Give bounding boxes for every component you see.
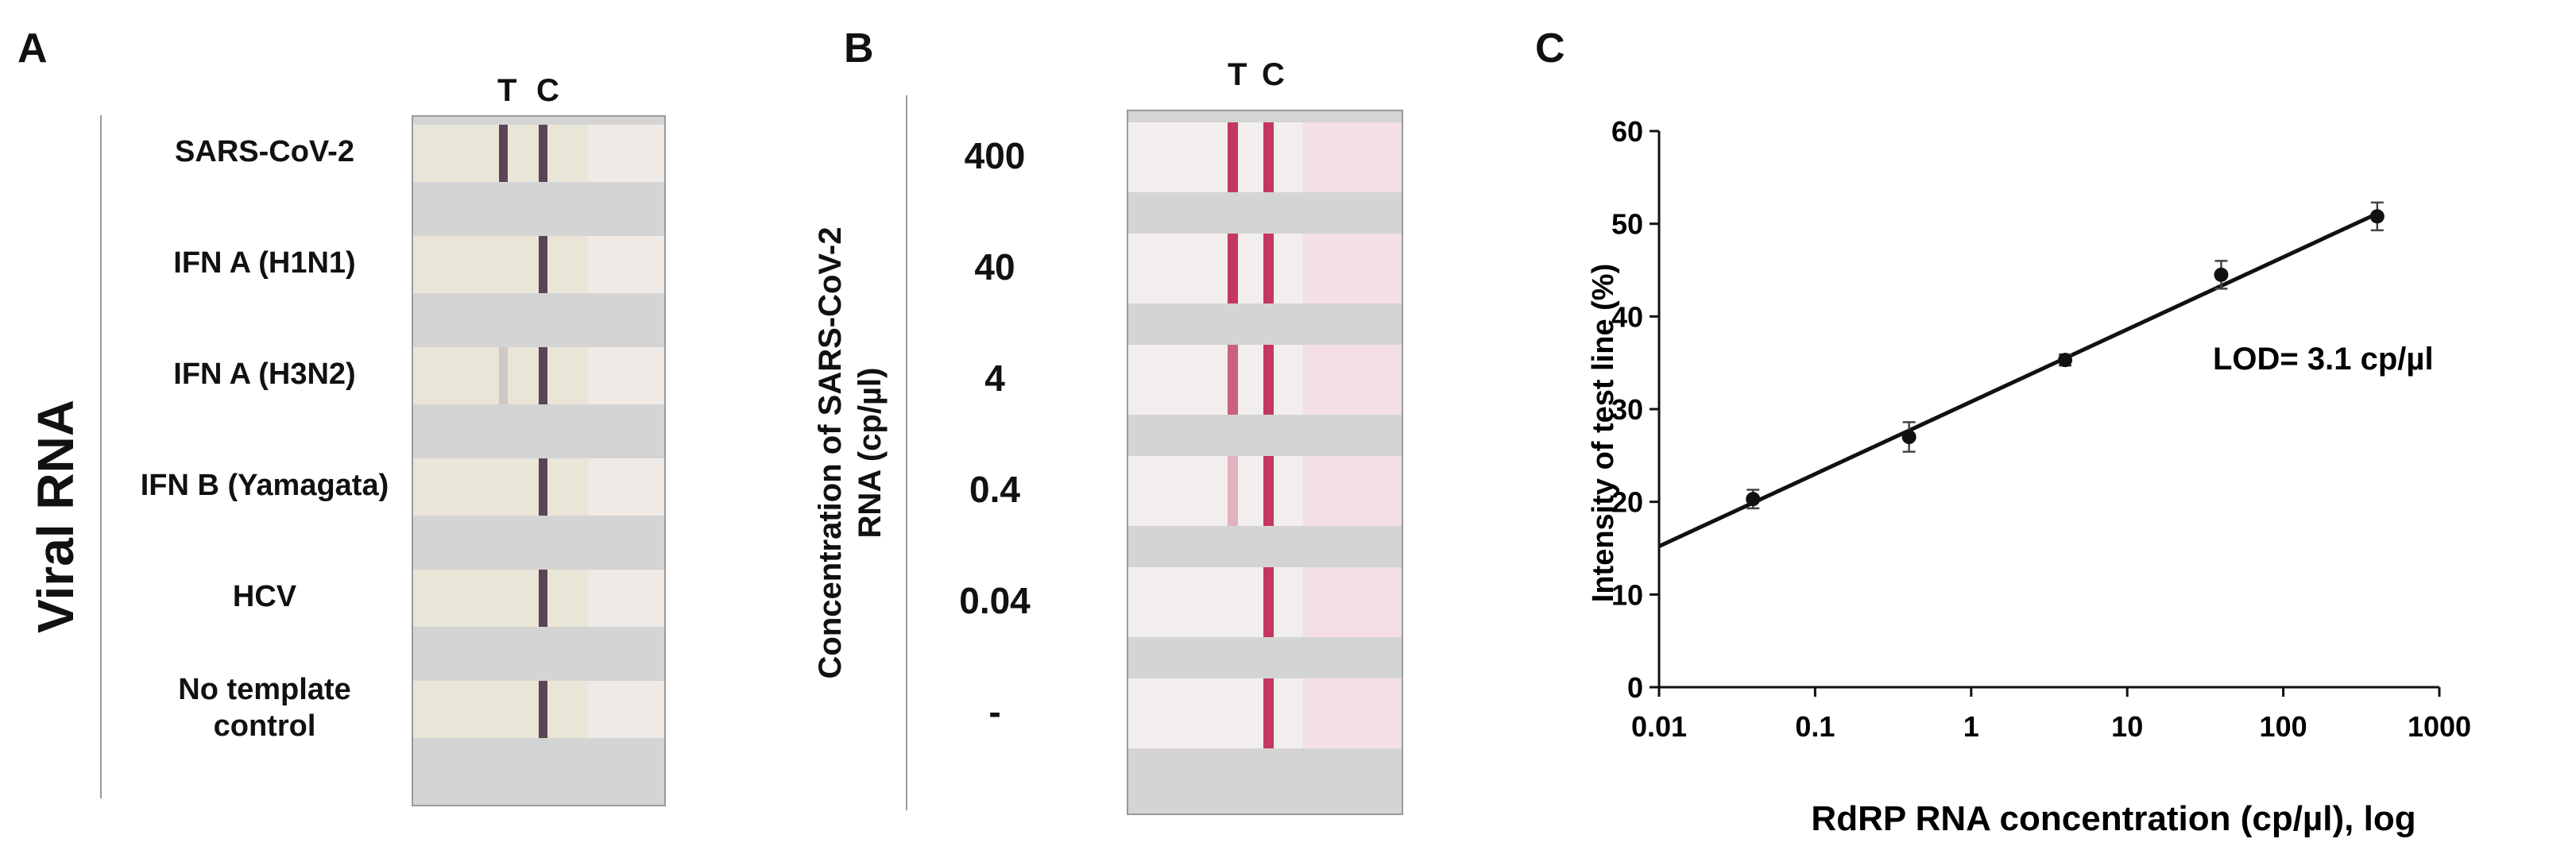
- concentration-axis-label: Concentration of SARS-CoV-2 RNA (cp/µl): [810, 227, 890, 679]
- x-tick-label: 100: [2260, 710, 2307, 743]
- x-tick-label: 1000: [2408, 710, 2471, 743]
- lod-calibration-chart: Intensity of test line (%) RdRP RNA conc…: [1587, 115, 2471, 838]
- panel-b-header-c: C: [1262, 57, 1285, 92]
- panel-b-header-t: T: [1228, 57, 1247, 92]
- sample-pad: [1303, 456, 1402, 526]
- test-strip: [413, 570, 664, 627]
- sample-pad: [588, 347, 664, 404]
- test-strip: [1128, 234, 1402, 303]
- concentration-label-line1: Concentration of SARS-CoV-2: [813, 226, 848, 679]
- fit-line: [1657, 211, 2378, 548]
- test-line: [499, 125, 508, 182]
- sample-pad: [1303, 567, 1402, 637]
- y-tick-label: 10: [1611, 578, 1643, 611]
- panel-b-test-strips: [1127, 110, 1403, 815]
- concentration-label-line2: RNA (cp/µl): [853, 367, 888, 539]
- panel-a-divider: [100, 115, 102, 798]
- data-point: [2214, 267, 2229, 282]
- test-strip: [413, 681, 664, 738]
- y-axis-label: Intensity of test line (%): [1587, 264, 1620, 602]
- sample-pad: [588, 125, 664, 182]
- lane-label: IFN B (Yamagata): [140, 469, 389, 502]
- x-tick-label: 10: [2111, 710, 2143, 743]
- lane-label: 0.04: [959, 580, 1031, 621]
- panel-a-test-strips: [412, 115, 666, 806]
- test-strip: [413, 458, 664, 516]
- viral-rna-label: Viral RNA: [27, 399, 84, 634]
- test-strip: [413, 125, 664, 182]
- sample-pad: [1303, 678, 1402, 748]
- test-line: [1228, 122, 1238, 192]
- x-tick-label: 1: [1963, 710, 1979, 743]
- test-strip: [1128, 678, 1402, 748]
- panel-a-letter: A: [17, 25, 48, 72]
- sample-pad: [588, 236, 664, 293]
- control-line: [1263, 678, 1274, 748]
- sample-pad: [1303, 234, 1402, 303]
- test-strip: [413, 236, 664, 293]
- lane-label: IFN A (H1N1): [173, 246, 356, 280]
- control-line: [539, 681, 547, 738]
- test-line: [499, 347, 508, 404]
- y-tick-label: 40: [1611, 300, 1643, 333]
- lane-label: 0.4: [969, 469, 1020, 510]
- fit-line-group: [1657, 211, 2378, 548]
- y-tick-label: 60: [1611, 115, 1643, 148]
- lane-label: 4: [984, 358, 1005, 399]
- control-line: [539, 570, 547, 627]
- panel-c-letter: C: [1535, 25, 1565, 72]
- y-tick-label: 20: [1611, 486, 1643, 519]
- x-tick-label: 0.01: [1631, 710, 1687, 743]
- sample-pad: [588, 458, 664, 516]
- panel-b-divider: [906, 95, 907, 810]
- control-line: [1263, 456, 1274, 526]
- control-line: [1263, 122, 1274, 192]
- test-strip: [1128, 122, 1402, 192]
- test-line: [1228, 234, 1238, 303]
- sample-pad: [1303, 122, 1402, 192]
- chart-ticks: 0 10 20 30 40 50 60 0.01 0.1 1 10 100 1000: [1611, 115, 2471, 743]
- control-line: [539, 347, 547, 404]
- sample-pad: [588, 570, 664, 627]
- x-axis-label: RdRP RNA concentration (cp/µl), log: [1811, 799, 2415, 838]
- control-line: [1263, 567, 1274, 637]
- panel-a-header-t: T: [497, 73, 517, 108]
- control-line: [539, 125, 547, 182]
- chart-axes: [1657, 131, 2439, 689]
- sample-pad: [1303, 345, 1402, 415]
- control-line: [1263, 234, 1274, 303]
- lane-label: SARS-CoV-2: [175, 135, 354, 168]
- test-strip: [413, 347, 664, 404]
- control-line: [539, 458, 547, 516]
- test-strip: [1128, 567, 1402, 637]
- y-tick-label: 0: [1627, 671, 1643, 704]
- lane-label: 400: [964, 135, 1026, 176]
- sample-pad: [588, 681, 664, 738]
- test-line: [1228, 456, 1238, 526]
- lane-label: -: [988, 691, 1001, 732]
- panel-b-letter: B: [844, 25, 874, 72]
- data-point: [2369, 209, 2385, 224]
- lane-label: HCV: [232, 580, 297, 613]
- test-strip: [1128, 345, 1402, 415]
- data-point: [2058, 353, 2073, 368]
- control-line: [1263, 345, 1274, 415]
- x-tick-label: 0.1: [1795, 710, 1835, 743]
- lane-label: 40: [974, 246, 1015, 288]
- test-strip: [1128, 456, 1402, 526]
- data-point: [1746, 492, 1761, 507]
- lane-label: IFN A (H3N2): [173, 358, 356, 391]
- y-tick-label: 50: [1611, 208, 1643, 241]
- test-line: [1228, 345, 1238, 415]
- lod-annotation: LOD= 3.1 cp/µl: [2213, 342, 2434, 377]
- data-point: [1901, 430, 1917, 444]
- data-points-group: [1746, 201, 2385, 510]
- y-tick-label: 30: [1611, 393, 1643, 426]
- panel-a-header-c: C: [536, 73, 559, 108]
- lane-label: No template control: [178, 673, 351, 743]
- control-line: [539, 236, 547, 293]
